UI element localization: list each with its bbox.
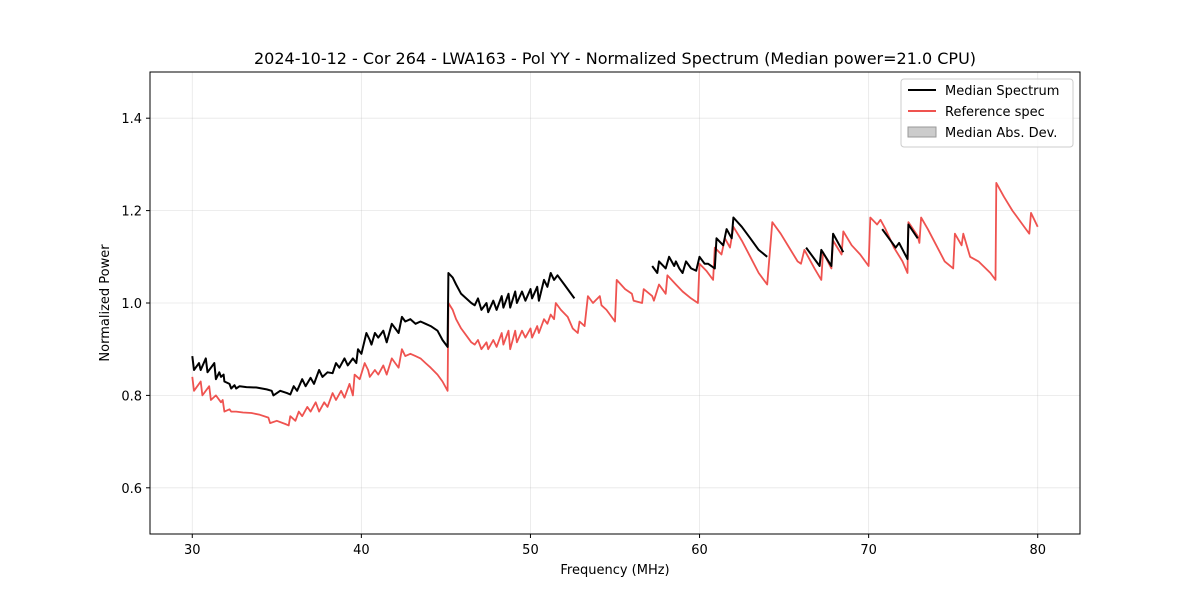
x-tick-label: 70 xyxy=(860,543,877,558)
median-spectrum-line xyxy=(651,216,768,274)
legend-label-median-abs-dev: Median Abs. Dev. xyxy=(945,126,1057,141)
y-axis-label: Normalized Power xyxy=(98,244,113,362)
legend-label-reference-spec: Reference spec xyxy=(945,105,1045,120)
series-layer xyxy=(191,182,1039,427)
reference-spec-line xyxy=(191,182,1039,427)
y-tick-label: 1.0 xyxy=(121,297,142,312)
x-tick-label: 40 xyxy=(353,543,370,558)
ticks: 30 40 50 60 70 80 0.6 0.8 1.0 1.2 1.4 xyxy=(121,112,1046,558)
x-tick-label: 50 xyxy=(522,543,539,558)
y-tick-label: 0.8 xyxy=(121,389,142,404)
x-tick-label: 60 xyxy=(691,543,708,558)
y-tick-label: 1.4 xyxy=(121,112,142,127)
y-tick-label: 0.6 xyxy=(121,482,142,497)
median-spectrum-line xyxy=(805,232,845,267)
y-tick-label: 1.2 xyxy=(121,205,142,220)
legend: Median Spectrum Reference spec Median Ab… xyxy=(900,78,1074,148)
legend-swatch-median-abs-dev xyxy=(907,126,937,138)
x-tick-label: 80 xyxy=(1029,543,1046,558)
chart-title: 2024-10-12 - Cor 264 - LWA163 - Pol YY -… xyxy=(254,49,976,68)
legend-box xyxy=(900,78,1074,148)
legend-label-median-spectrum: Median Spectrum xyxy=(945,84,1059,99)
median-spectrum-line xyxy=(881,223,919,261)
median-spectrum-line xyxy=(191,272,576,397)
x-tick-label: 30 xyxy=(184,543,201,558)
x-axis-label: Frequency (MHz) xyxy=(560,563,669,578)
